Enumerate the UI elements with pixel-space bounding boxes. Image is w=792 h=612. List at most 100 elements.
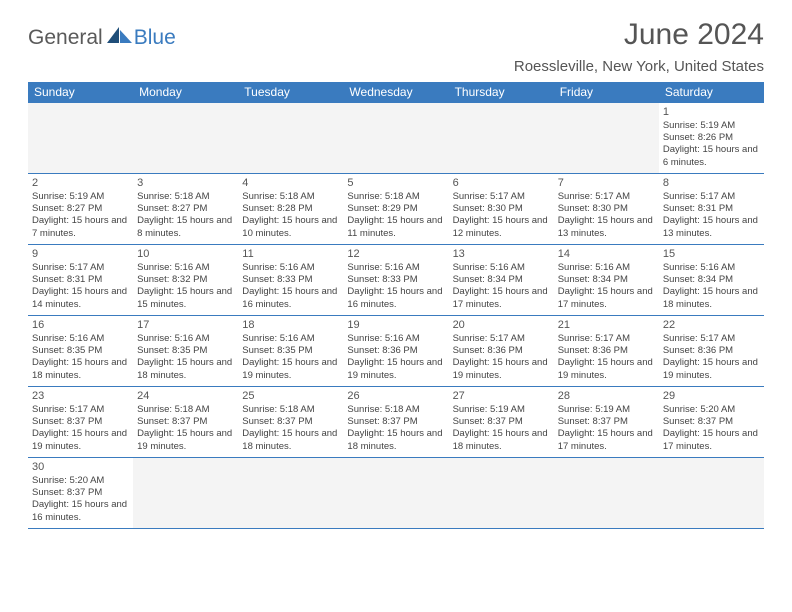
sunrise-line: Sunrise: 5:18 AM — [347, 404, 444, 416]
daylight-line: Daylight: 15 hours and 18 minutes. — [242, 428, 339, 452]
sunrise-line: Sunrise: 5:16 AM — [347, 262, 444, 274]
calendar-cell-empty — [554, 458, 659, 528]
calendar-cell: 25Sunrise: 5:18 AMSunset: 8:37 PMDayligh… — [238, 387, 343, 457]
calendar-cell-empty — [449, 103, 554, 173]
sunset-line: Sunset: 8:37 PM — [32, 416, 129, 428]
day-number: 19 — [347, 318, 444, 332]
day-number: 20 — [453, 318, 550, 332]
sunrise-line: Sunrise: 5:17 AM — [453, 191, 550, 203]
daylight-line: Daylight: 15 hours and 18 minutes. — [663, 286, 760, 310]
daylight-line: Daylight: 15 hours and 7 minutes. — [32, 215, 129, 239]
dayname-header: Monday — [133, 82, 238, 103]
sunrise-line: Sunrise: 5:18 AM — [137, 191, 234, 203]
sunrise-line: Sunrise: 5:19 AM — [663, 120, 760, 132]
calendar-cell: 19Sunrise: 5:16 AMSunset: 8:36 PMDayligh… — [343, 316, 448, 386]
daylight-line: Daylight: 15 hours and 11 minutes. — [347, 215, 444, 239]
calendar-cell-empty — [28, 103, 133, 173]
sunrise-line: Sunrise: 5:17 AM — [663, 191, 760, 203]
calendar-cell-empty — [343, 458, 448, 528]
sunset-line: Sunset: 8:37 PM — [32, 487, 129, 499]
sunrise-line: Sunrise: 5:16 AM — [453, 262, 550, 274]
calendar-page: General Blue June 2024 Roessleville, New… — [0, 0, 792, 539]
day-number: 4 — [242, 176, 339, 190]
calendar-week: 30Sunrise: 5:20 AMSunset: 8:37 PMDayligh… — [28, 458, 764, 529]
calendar-cell: 30Sunrise: 5:20 AMSunset: 8:37 PMDayligh… — [28, 458, 133, 528]
sunset-line: Sunset: 8:33 PM — [242, 274, 339, 286]
sunset-line: Sunset: 8:28 PM — [242, 203, 339, 215]
calendar-cell: 27Sunrise: 5:19 AMSunset: 8:37 PMDayligh… — [449, 387, 554, 457]
day-number: 25 — [242, 389, 339, 403]
sunset-line: Sunset: 8:27 PM — [32, 203, 129, 215]
sunset-line: Sunset: 8:26 PM — [663, 132, 760, 144]
daylight-line: Daylight: 15 hours and 18 minutes. — [453, 428, 550, 452]
sunset-line: Sunset: 8:36 PM — [663, 345, 760, 357]
sunrise-line: Sunrise: 5:20 AM — [663, 404, 760, 416]
sunset-line: Sunset: 8:34 PM — [453, 274, 550, 286]
sunrise-line: Sunrise: 5:18 AM — [242, 404, 339, 416]
calendar-cell: 9Sunrise: 5:17 AMSunset: 8:31 PMDaylight… — [28, 245, 133, 315]
daylight-line: Daylight: 15 hours and 19 minutes. — [663, 357, 760, 381]
daylight-line: Daylight: 15 hours and 19 minutes. — [558, 357, 655, 381]
day-number: 22 — [663, 318, 760, 332]
sunrise-line: Sunrise: 5:16 AM — [137, 262, 234, 274]
day-number: 18 — [242, 318, 339, 332]
calendar-week: 23Sunrise: 5:17 AMSunset: 8:37 PMDayligh… — [28, 387, 764, 458]
day-number: 23 — [32, 389, 129, 403]
calendar-cell: 23Sunrise: 5:17 AMSunset: 8:37 PMDayligh… — [28, 387, 133, 457]
calendar-cell: 13Sunrise: 5:16 AMSunset: 8:34 PMDayligh… — [449, 245, 554, 315]
calendar-cell: 22Sunrise: 5:17 AMSunset: 8:36 PMDayligh… — [659, 316, 764, 386]
daylight-line: Daylight: 15 hours and 19 minutes. — [242, 357, 339, 381]
calendar-cell: 26Sunrise: 5:18 AMSunset: 8:37 PMDayligh… — [343, 387, 448, 457]
calendar-cell: 21Sunrise: 5:17 AMSunset: 8:36 PMDayligh… — [554, 316, 659, 386]
day-number: 29 — [663, 389, 760, 403]
calendar-cell: 18Sunrise: 5:16 AMSunset: 8:35 PMDayligh… — [238, 316, 343, 386]
sunset-line: Sunset: 8:36 PM — [453, 345, 550, 357]
calendar-cell: 6Sunrise: 5:17 AMSunset: 8:30 PMDaylight… — [449, 174, 554, 244]
sunrise-line: Sunrise: 5:16 AM — [137, 333, 234, 345]
sunrise-line: Sunrise: 5:18 AM — [242, 191, 339, 203]
calendar-cell-empty — [343, 103, 448, 173]
sunset-line: Sunset: 8:31 PM — [663, 203, 760, 215]
sunrise-line: Sunrise: 5:16 AM — [558, 262, 655, 274]
sunrise-line: Sunrise: 5:17 AM — [663, 333, 760, 345]
sunset-line: Sunset: 8:35 PM — [242, 345, 339, 357]
sunrise-line: Sunrise: 5:18 AM — [347, 191, 444, 203]
dayname-row: SundayMondayTuesdayWednesdayThursdayFrid… — [28, 82, 764, 103]
calendar-cell: 10Sunrise: 5:16 AMSunset: 8:32 PMDayligh… — [133, 245, 238, 315]
dayname-header: Wednesday — [343, 82, 448, 103]
day-number: 28 — [558, 389, 655, 403]
daylight-line: Daylight: 15 hours and 19 minutes. — [453, 357, 550, 381]
calendar-week: 1Sunrise: 5:19 AMSunset: 8:26 PMDaylight… — [28, 103, 764, 174]
day-number: 2 — [32, 176, 129, 190]
calendar-cell-empty — [554, 103, 659, 173]
calendar-cell: 24Sunrise: 5:18 AMSunset: 8:37 PMDayligh… — [133, 387, 238, 457]
daylight-line: Daylight: 15 hours and 16 minutes. — [242, 286, 339, 310]
logo-text-blue: Blue — [134, 26, 176, 50]
calendar-cell: 3Sunrise: 5:18 AMSunset: 8:27 PMDaylight… — [133, 174, 238, 244]
sunset-line: Sunset: 8:36 PM — [558, 345, 655, 357]
calendar-cell: 14Sunrise: 5:16 AMSunset: 8:34 PMDayligh… — [554, 245, 659, 315]
sunrise-line: Sunrise: 5:16 AM — [242, 262, 339, 274]
logo: General Blue — [28, 26, 176, 50]
day-number: 12 — [347, 247, 444, 261]
sunset-line: Sunset: 8:36 PM — [347, 345, 444, 357]
sunrise-line: Sunrise: 5:16 AM — [347, 333, 444, 345]
calendar-cell: 12Sunrise: 5:16 AMSunset: 8:33 PMDayligh… — [343, 245, 448, 315]
sunrise-line: Sunrise: 5:16 AM — [663, 262, 760, 274]
day-number: 3 — [137, 176, 234, 190]
day-number: 5 — [347, 176, 444, 190]
daylight-line: Daylight: 15 hours and 17 minutes. — [663, 428, 760, 452]
calendar-cell: 7Sunrise: 5:17 AMSunset: 8:30 PMDaylight… — [554, 174, 659, 244]
calendar-cell-empty — [449, 458, 554, 528]
calendar-cell-empty — [133, 458, 238, 528]
day-number: 11 — [242, 247, 339, 261]
day-number: 16 — [32, 318, 129, 332]
calendar-cell: 15Sunrise: 5:16 AMSunset: 8:34 PMDayligh… — [659, 245, 764, 315]
daylight-line: Daylight: 15 hours and 19 minutes. — [347, 357, 444, 381]
calendar-cell: 29Sunrise: 5:20 AMSunset: 8:37 PMDayligh… — [659, 387, 764, 457]
sunset-line: Sunset: 8:27 PM — [137, 203, 234, 215]
day-number: 15 — [663, 247, 760, 261]
day-number: 24 — [137, 389, 234, 403]
sunset-line: Sunset: 8:35 PM — [137, 345, 234, 357]
day-number: 8 — [663, 176, 760, 190]
